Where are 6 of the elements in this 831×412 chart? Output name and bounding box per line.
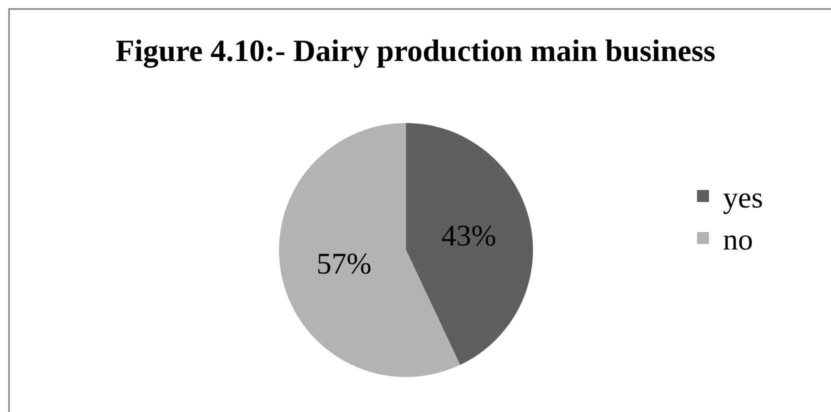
pie-slice	[406, 123, 533, 365]
legend-label: no	[723, 224, 753, 257]
data-label: 43%	[441, 219, 496, 252]
legend-label: yes	[723, 182, 763, 215]
chart-title: Figure 4.10:- Dairy production main business	[116, 32, 716, 68]
data-label: 57%	[316, 247, 372, 280]
